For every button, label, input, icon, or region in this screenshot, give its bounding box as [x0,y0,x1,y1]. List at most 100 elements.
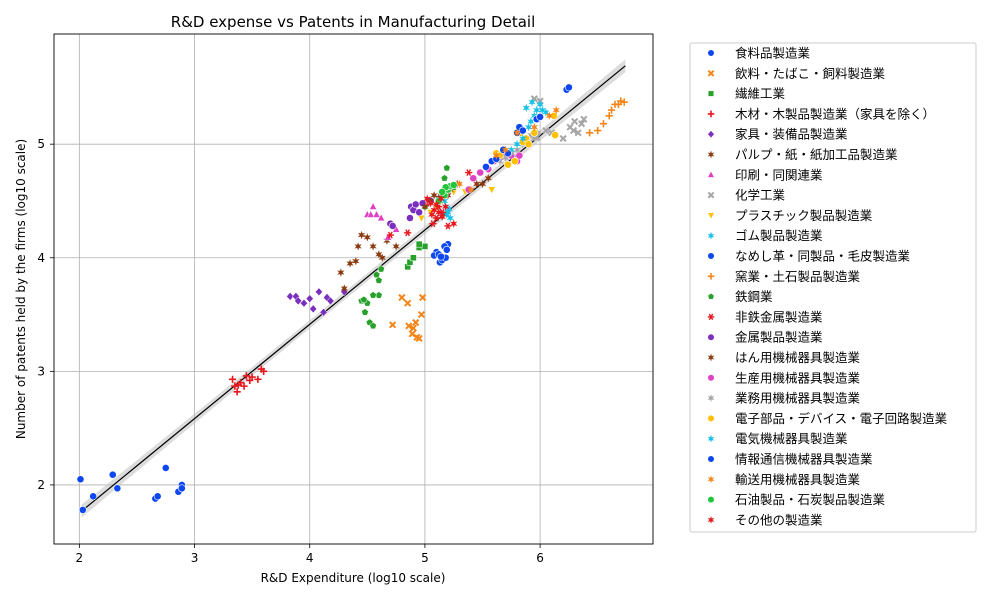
data-point [370,243,377,251]
data-point [450,181,457,188]
x-axis-label: R&D Expenditure (log10 scale) [261,571,446,585]
data-point [404,230,411,236]
y-tick-label: 2 [37,478,45,492]
legend-label: 化学工業 [735,188,786,203]
x-tick-label: 5 [421,551,429,565]
data-point [399,295,405,301]
data-point [482,163,489,170]
y-axis-ticks: 2345 [37,137,54,492]
legend-label: 木材・木製品製造業（家具を除く） [735,106,935,121]
data-point [565,84,572,91]
data-point [441,175,448,182]
legend-label: 生産用機械器具製造業 [735,370,861,385]
legend-marker [708,334,715,341]
data-point [315,288,322,296]
data-point [405,300,411,306]
legend-label: 電気機械器具製造業 [735,431,848,446]
data-point [338,269,345,277]
legend-marker [708,456,715,463]
data-point [439,188,446,195]
legend-label: 窯業・土石製品製造業 [735,269,861,284]
data-point [519,127,526,134]
data-point [370,292,377,299]
legend-label: 食料品製造業 [735,46,811,61]
x-tick-label: 3 [191,551,199,565]
x-tick-label: 6 [536,551,544,565]
legend-label: 電子部品・デバイス・電子回路製造業 [735,411,948,426]
data-point [437,253,444,260]
data-point [77,476,84,483]
data-point [551,131,558,138]
legend-item: パルプ・紙・紙加工品製造業 [708,147,898,162]
data-point [470,175,477,182]
legend-label: ゴム製品製造業 [735,228,823,243]
data-point [537,113,544,120]
data-point [310,305,317,313]
legend-item: なめし革・同製品・毛皮製造業 [708,249,911,264]
x-tick-label: 4 [306,551,314,565]
data-point [358,231,365,239]
data-point [523,104,530,112]
data-point [443,246,450,253]
legend-label: 非鉄金属製造業 [735,309,823,324]
data-point [560,136,566,142]
data-point [390,322,396,328]
data-point [162,464,169,471]
data-point [306,295,313,303]
data-point [412,201,419,208]
data-point [413,320,419,326]
data-point [355,243,362,251]
data-point [419,312,425,318]
legend-label: なめし革・同製品・毛皮製造業 [735,249,911,264]
data-point [600,120,607,127]
x-axis-ticks: 2 3 4 5 6 [76,544,544,565]
data-point [410,255,416,261]
data-point [373,211,380,218]
data-point [572,119,578,125]
data-point [488,187,495,194]
legend-label: パルプ・紙・紙加工品製造業 [735,147,898,162]
legend-label: 印刷・同関連業 [735,167,823,182]
y-tick-label: 3 [37,364,45,378]
series-0 [431,241,452,266]
series-3 [229,365,267,395]
legend-item: 木材・木製品製造業（家具を除く） [708,106,935,121]
data-point [443,164,450,171]
legend-item: 飲料・たばこ・飼料製造業 [708,66,885,81]
data-point [154,493,161,500]
legend-marker [708,496,715,503]
legend-marker [708,375,715,382]
legend-label: 飲料・たばこ・飼料製造業 [735,66,886,81]
y-axis-label: Number of patents held by the firms (log… [14,139,28,439]
data-point [416,241,422,247]
data-point [477,169,484,176]
data-point [79,506,86,513]
data-point [347,260,354,268]
data-point [444,223,451,229]
data-point [406,214,413,221]
legend-label: 鉄鋼業 [735,289,773,304]
data-point [389,222,396,229]
data-point [362,309,369,316]
data-point [504,161,511,168]
data-point [90,493,97,500]
legend-label: プラスチック製品製造業 [735,208,873,223]
data-point [109,471,116,478]
legend-label: 家具・装備品製造業 [735,127,848,142]
data-point [364,234,371,242]
series-11 [586,97,628,136]
data-point [369,203,376,210]
data-point [586,129,593,136]
legend-label: その他の製造業 [735,512,823,527]
data-point [114,485,121,492]
x-tick-label: 2 [76,551,84,565]
legend-label: 情報通信機械器具製造業 [735,452,873,467]
data-point [353,257,360,265]
legend-marker [708,253,715,260]
legend-item: 電子部品・デバイス・電子回路製造業 [708,411,948,426]
data-point [525,141,532,148]
legend-marker [708,91,714,97]
chart-title: R&D expense vs Patents in Manufacturing … [171,13,535,31]
y-tick-label: 5 [37,137,45,151]
